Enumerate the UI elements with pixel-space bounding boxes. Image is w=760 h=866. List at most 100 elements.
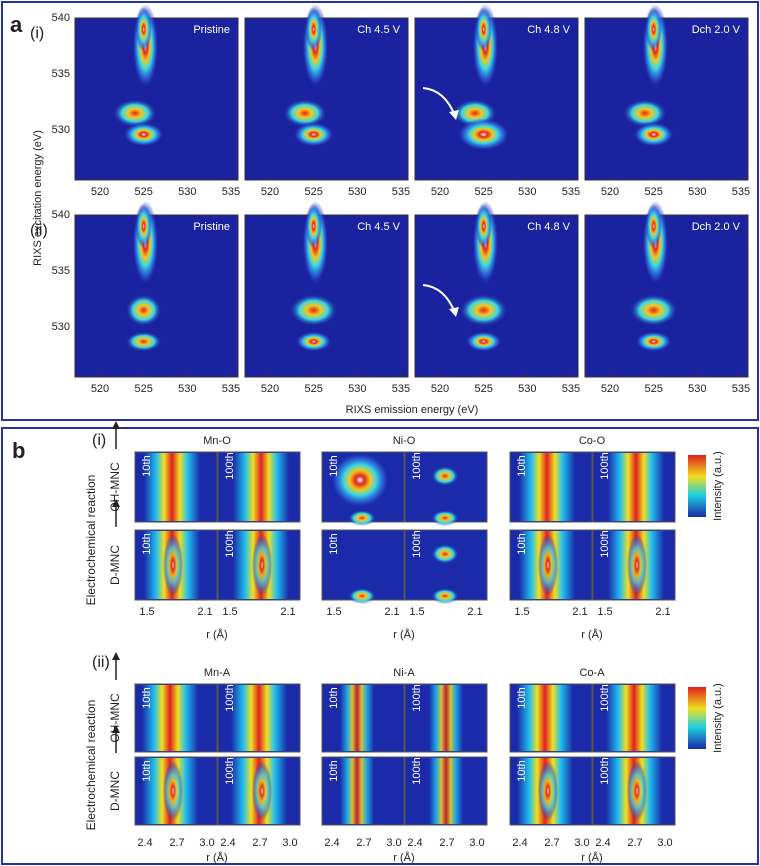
x-tick-label: 530 <box>688 383 706 395</box>
cycle-label: 10th <box>516 760 528 781</box>
intensity <box>635 331 672 352</box>
intensity <box>645 7 662 52</box>
cycle-label: 10th <box>516 533 528 554</box>
y-axis-label: Electrochemical reaction <box>84 475 98 606</box>
group-title: Ni-A <box>393 667 415 679</box>
x-tick-label: 2.4 <box>324 837 339 849</box>
x-tick-label: 2.4 <box>137 837 152 849</box>
intensity <box>112 99 157 128</box>
x-tick-label: 2.7 <box>356 837 371 849</box>
intensity <box>125 294 162 327</box>
group-title: Co-O <box>579 435 606 447</box>
panel-b-frame <box>1 427 759 865</box>
x-axis-label: r (Å) <box>206 851 227 864</box>
x-tick-label: 3.0 <box>574 837 589 849</box>
intensity <box>305 204 322 249</box>
y-tick-label: 540 <box>52 209 70 221</box>
x-tick-label: 2.1 <box>467 606 482 618</box>
intensity <box>606 685 662 751</box>
intensity <box>627 761 647 821</box>
cycle-label: 100th <box>224 452 236 480</box>
colorbar <box>688 687 706 749</box>
intensity <box>608 453 664 521</box>
intensity <box>233 453 289 521</box>
intensity <box>645 204 662 249</box>
colorbar-label: Intensity (a.u.) <box>712 683 724 753</box>
intensity <box>517 685 573 751</box>
x-tick-label: 525 <box>134 186 152 198</box>
x-tick-label: 2.4 <box>595 837 610 849</box>
x-tick-label: 2.7 <box>627 837 642 849</box>
arrow-head <box>112 652 120 660</box>
x-tick-label: 535 <box>732 383 750 395</box>
y-tick-label: 535 <box>52 68 70 80</box>
x-tick-label: 1.5 <box>139 606 154 618</box>
x-tick-label: 2.7 <box>169 837 184 849</box>
intensity <box>519 453 575 521</box>
x-tick-label: 530 <box>178 383 196 395</box>
x-axis-label: r (Å) <box>581 628 602 641</box>
x-tick-label: 525 <box>304 383 322 395</box>
row-label: D-MNC <box>108 771 122 811</box>
panel-a-frame <box>1 1 759 421</box>
intensity <box>252 761 272 821</box>
x-tick-label: 2.7 <box>252 837 267 849</box>
colorbar <box>688 455 706 517</box>
x-tick-label: 1.5 <box>222 606 237 618</box>
cycle-label: 100th <box>224 530 236 558</box>
x-axis-label: RIXS emission energy (eV) <box>346 404 479 416</box>
cycle-label: 10th <box>328 687 340 708</box>
y-tick-label: 540 <box>52 12 70 24</box>
cycle-label: 10th <box>328 533 340 554</box>
cycle-label: 100th <box>599 757 611 785</box>
x-tick-label: 530 <box>348 186 366 198</box>
intensity <box>135 204 152 249</box>
x-tick-label: 525 <box>474 186 492 198</box>
panel-label: a <box>10 12 23 37</box>
intensity <box>282 99 327 128</box>
arrow-head <box>449 110 459 120</box>
x-tick-label: 520 <box>91 186 109 198</box>
intensity <box>330 452 390 508</box>
plot-title: Ch 4.5 V <box>357 24 400 36</box>
row-label: OH-MNC <box>108 693 122 743</box>
y-axis-label: RIXS excitation energy (eV) <box>32 130 44 266</box>
intensity <box>431 466 459 486</box>
panel-label: b <box>12 438 25 463</box>
plot-title: Dch 2.0 V <box>692 24 741 36</box>
x-tick-label: 530 <box>178 186 196 198</box>
x-axis-label: r (Å) <box>581 851 602 864</box>
intensity <box>289 294 338 327</box>
x-tick-label: 2.4 <box>407 837 422 849</box>
intensity <box>622 99 667 128</box>
x-tick-label: 3.0 <box>282 837 297 849</box>
intensity <box>340 758 374 824</box>
plot-title: Dch 2.0 V <box>692 221 741 233</box>
x-tick-label: 520 <box>91 383 109 395</box>
intensity <box>465 331 502 352</box>
cycle-label: 100th <box>599 530 611 558</box>
x-tick-label: 2.1 <box>384 606 399 618</box>
intensity <box>457 118 510 151</box>
x-axis-label: r (Å) <box>393 628 414 641</box>
cycle-label: 100th <box>599 684 611 712</box>
x-tick-label: 525 <box>474 383 492 395</box>
intensity <box>142 685 198 751</box>
y-tick-label: 530 <box>52 321 70 333</box>
cycle-label: 100th <box>599 452 611 480</box>
intensity <box>429 758 463 824</box>
x-tick-label: 520 <box>601 383 619 395</box>
intensity <box>431 588 459 604</box>
intensity <box>538 761 558 821</box>
x-tick-label: 3.0 <box>469 837 484 849</box>
y-axis-label: Electrochemical reaction <box>84 700 98 831</box>
intensity <box>627 534 647 596</box>
cycle-label: 100th <box>411 530 423 558</box>
intensity <box>431 510 459 526</box>
y-tick-label: 530 <box>52 124 70 136</box>
cycle-label: 10th <box>516 687 528 708</box>
x-tick-label: 2.1 <box>655 606 670 618</box>
x-tick-label: 525 <box>134 383 152 395</box>
intensity <box>538 534 558 596</box>
